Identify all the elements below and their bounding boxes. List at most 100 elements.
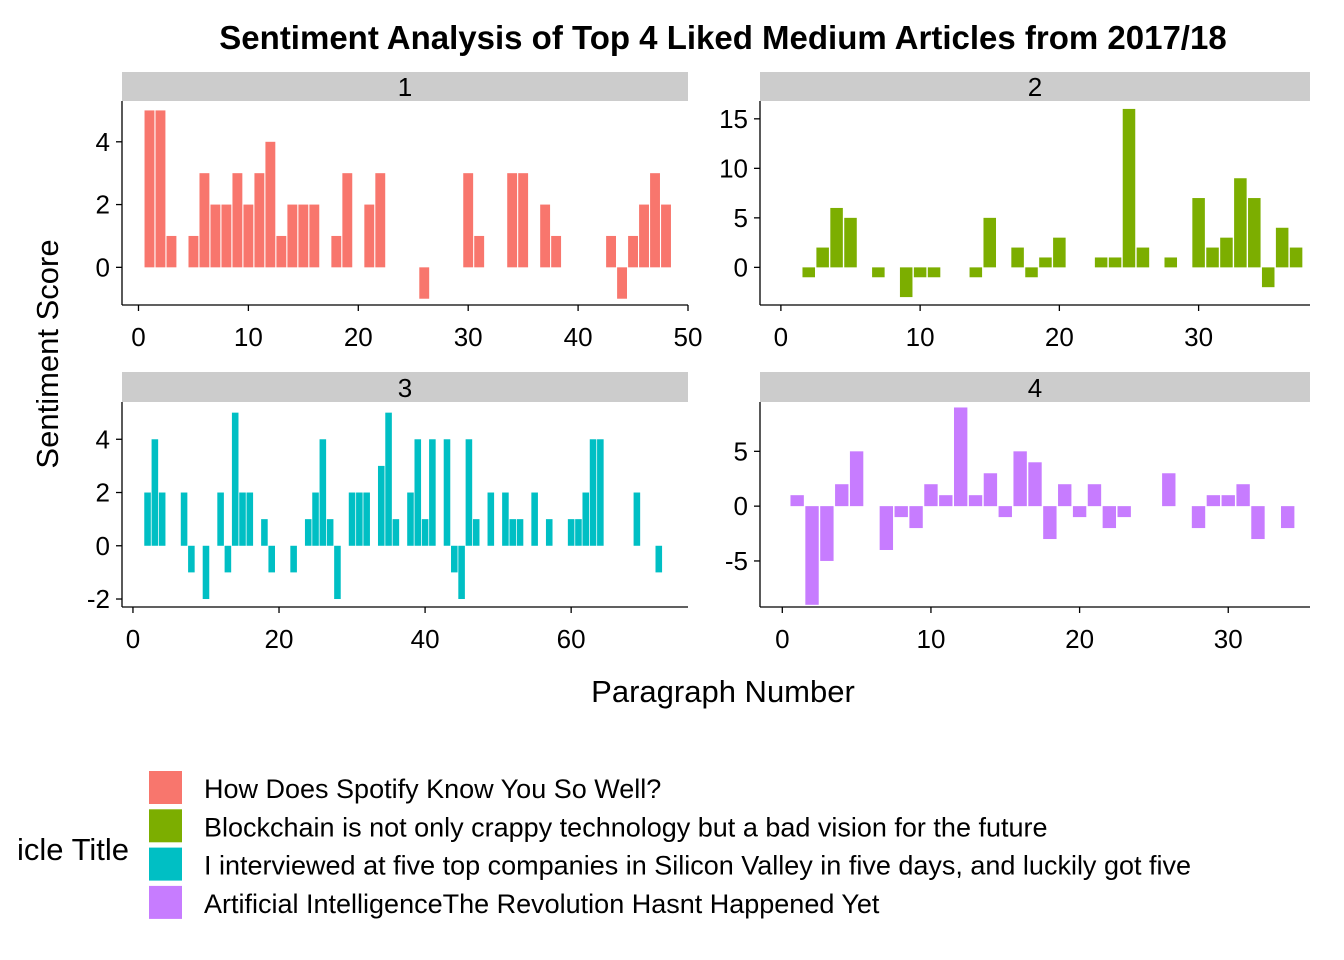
- bar: [1136, 247, 1150, 268]
- y-tick-label: 4: [96, 424, 110, 454]
- bar: [356, 492, 363, 546]
- x-tick-label: 20: [344, 322, 373, 352]
- bar: [419, 267, 430, 299]
- x-tick-label: 20: [1065, 624, 1094, 654]
- bar: [830, 207, 843, 268]
- bar: [298, 204, 309, 268]
- bar: [458, 545, 465, 600]
- bar: [1206, 247, 1219, 268]
- bar: [334, 545, 341, 600]
- x-tick-label: 0: [774, 322, 788, 352]
- legend-label: Blockchain is not only crappy technology…: [204, 812, 1048, 842]
- strip-label: 2: [1028, 72, 1042, 102]
- bar: [1220, 237, 1233, 268]
- panel-strip: [122, 372, 688, 402]
- bar: [451, 545, 458, 573]
- legend-key: [149, 885, 182, 919]
- bar: [487, 492, 495, 546]
- y-tick-label: -5: [725, 546, 748, 576]
- bar: [276, 235, 287, 268]
- bar: [661, 204, 671, 268]
- bar: [265, 141, 276, 268]
- bar: [342, 173, 353, 268]
- bar: [633, 492, 641, 546]
- bar: [1192, 198, 1205, 268]
- x-tick-label: 30: [1214, 624, 1243, 654]
- bar: [924, 484, 938, 507]
- bar: [909, 506, 923, 529]
- y-tick-label: -2: [87, 584, 110, 614]
- bar: [188, 235, 199, 268]
- bar: [290, 545, 297, 573]
- x-tick-label: 40: [411, 624, 440, 654]
- bar: [309, 204, 320, 268]
- bar: [1058, 484, 1072, 507]
- x-tick-label: 10: [906, 322, 935, 352]
- bar: [414, 439, 422, 546]
- bar: [1275, 227, 1289, 268]
- bar: [348, 492, 356, 546]
- bar: [1289, 247, 1303, 268]
- bar: [606, 235, 617, 268]
- bar: [1191, 506, 1206, 529]
- bar: [1028, 462, 1042, 507]
- bar: [199, 173, 210, 268]
- bar: [597, 439, 604, 546]
- bar: [1087, 484, 1102, 507]
- bar: [1025, 267, 1038, 278]
- bar: [509, 519, 517, 546]
- x-tick-label: 30: [1184, 322, 1213, 352]
- y-tick-label: 5: [734, 436, 748, 466]
- bar: [239, 492, 246, 546]
- bar: [1221, 495, 1235, 507]
- bar: [1234, 178, 1247, 268]
- bar: [246, 492, 254, 546]
- legend-title: icle Title: [17, 832, 129, 867]
- bar: [540, 204, 551, 268]
- legend-key: [149, 809, 182, 843]
- y-tick-label: 2: [96, 478, 110, 508]
- bar: [639, 204, 649, 268]
- bar: [1094, 257, 1108, 268]
- bar: [551, 235, 562, 268]
- panel-strip: [760, 372, 1310, 402]
- bar: [202, 545, 210, 600]
- bar: [377, 465, 385, 546]
- bar: [1043, 506, 1057, 540]
- x-tick-label: 10: [916, 624, 945, 654]
- bar: [326, 519, 334, 546]
- bar: [805, 506, 819, 605]
- legend-label: I interviewed at five top companies in S…: [204, 851, 1191, 881]
- bar: [268, 545, 275, 573]
- bar: [188, 545, 195, 573]
- bar: [1162, 473, 1176, 507]
- bar: [1248, 198, 1261, 268]
- bar: [221, 204, 232, 268]
- bar: [474, 235, 485, 268]
- bar: [144, 110, 155, 268]
- bar: [1072, 506, 1087, 518]
- bar: [894, 506, 908, 518]
- bar: [849, 451, 864, 507]
- bar: [816, 247, 829, 268]
- bar: [939, 495, 953, 507]
- bar: [617, 267, 627, 299]
- bar: [261, 519, 268, 546]
- bar: [232, 173, 243, 268]
- x-tick-label: 50: [674, 322, 703, 352]
- bar: [217, 492, 224, 546]
- bar: [1102, 506, 1117, 529]
- bar: [802, 267, 815, 278]
- bar: [518, 173, 529, 268]
- x-axis-title: Paragraph Number: [591, 674, 855, 709]
- bar: [913, 267, 927, 278]
- legend-key: [149, 771, 182, 804]
- bar: [443, 439, 451, 546]
- bar: [1281, 506, 1295, 529]
- strip-label: 1: [398, 72, 412, 102]
- bar: [820, 506, 834, 561]
- bar: [650, 173, 660, 268]
- bar: [1108, 257, 1122, 268]
